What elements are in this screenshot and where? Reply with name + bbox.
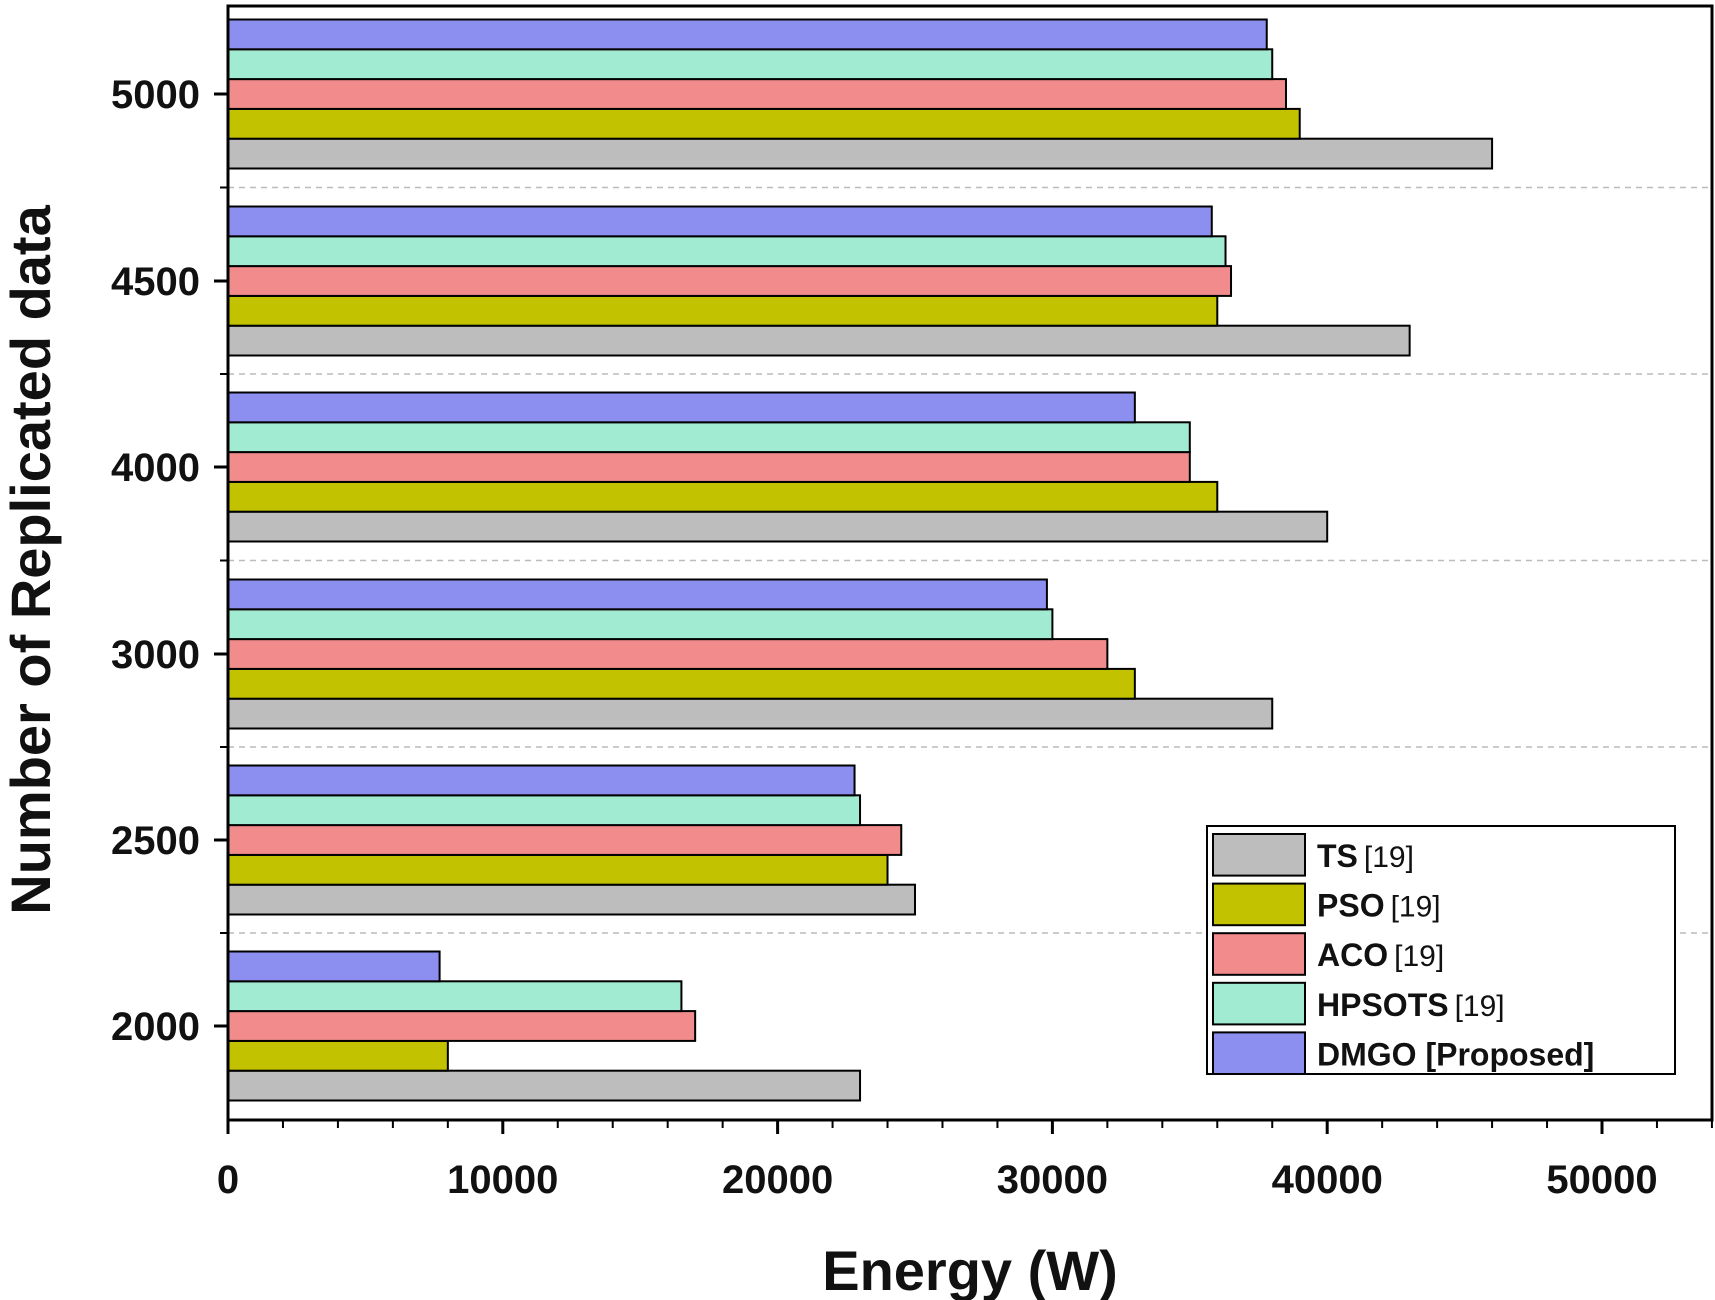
bar-pso-4000 bbox=[227, 480, 1219, 513]
bar-hpsots-3000 bbox=[227, 608, 1054, 641]
bar-hpsots-5000 bbox=[227, 48, 1274, 81]
bar-aco-2500 bbox=[227, 824, 903, 856]
bar-pso-3000 bbox=[227, 667, 1136, 700]
bar-aco-5000 bbox=[227, 78, 1287, 110]
x-tick-label: 30000 bbox=[997, 1158, 1108, 1202]
bar-aco-3000 bbox=[227, 638, 1109, 670]
bar-hpsots-4000 bbox=[227, 421, 1191, 454]
x-tick-label: 40000 bbox=[1272, 1158, 1383, 1202]
y-tick-label: 2000 bbox=[111, 1005, 200, 1049]
legend-swatch-hpsots bbox=[1212, 981, 1306, 1026]
x-tick-label: 10000 bbox=[447, 1158, 558, 1202]
legend-swatch-aco bbox=[1212, 932, 1306, 976]
bar-pso-5000 bbox=[227, 107, 1301, 140]
bar-dmgo-proposed-3000 bbox=[227, 578, 1048, 611]
y-tick-label: 5000 bbox=[111, 73, 200, 117]
bar-dmgo-proposed-4500 bbox=[227, 205, 1213, 238]
legend-swatch-ts bbox=[1212, 833, 1306, 877]
legend-swatch-pso bbox=[1212, 882, 1306, 927]
bar-ts-4000 bbox=[227, 510, 1329, 543]
bar-pso-2500 bbox=[227, 853, 889, 886]
x-axis-title: Energy (W) bbox=[822, 1239, 1118, 1300]
legend-label-hpsots: HPSOTS [19] bbox=[1317, 987, 1505, 1023]
bar-dmgo-proposed-2000 bbox=[227, 950, 441, 983]
legend-label-ts: TS [19] bbox=[1317, 838, 1414, 874]
bar-aco-4000 bbox=[227, 451, 1191, 483]
bar-hpsots-4500 bbox=[227, 235, 1227, 268]
y-tick-label: 3000 bbox=[111, 633, 200, 677]
legend-label-dmgo-proposed: DMGO [Proposed] bbox=[1317, 1036, 1594, 1072]
bar-aco-2000 bbox=[227, 1010, 697, 1042]
bar-dmgo-proposed-5000 bbox=[227, 18, 1268, 51]
bar-dmgo-proposed-2500 bbox=[227, 764, 856, 797]
x-tick-label: 0 bbox=[217, 1158, 239, 1202]
axes bbox=[226, 4, 1714, 1122]
bar-pso-4500 bbox=[227, 294, 1219, 327]
x-tick-label: 50000 bbox=[1546, 1158, 1657, 1202]
bar-aco-4500 bbox=[227, 265, 1233, 297]
y-tick-label: 2500 bbox=[111, 819, 200, 863]
y-tick-label: 4000 bbox=[111, 446, 200, 490]
bars bbox=[227, 18, 1494, 1102]
bar-ts-5000 bbox=[227, 137, 1494, 170]
bar-ts-2000 bbox=[227, 1069, 862, 1102]
plot-frame bbox=[226, 4, 1714, 1122]
legend-label-pso: PSO [19] bbox=[1317, 888, 1441, 924]
y-tick-label: 4500 bbox=[111, 260, 200, 304]
x-tick-label: 20000 bbox=[722, 1158, 833, 1202]
bar-dmgo-proposed-4000 bbox=[227, 391, 1136, 424]
bar-hpsots-2000 bbox=[227, 980, 683, 1013]
bar-ts-4500 bbox=[227, 324, 1411, 357]
ticks: 0 10000 20000 30000 40000 50000 2000 2500 3000 40… bbox=[111, 73, 1713, 1202]
bar-pso-2000 bbox=[227, 1039, 449, 1072]
legend: TS [19] PSO [19] ACO [19] HPSOTS [19] DMGO [Prop… bbox=[1206, 825, 1676, 1076]
bar-ts-3000 bbox=[227, 697, 1274, 730]
bar-hpsots-2500 bbox=[227, 794, 862, 827]
y-axis-title: Number of Replicated data bbox=[0, 204, 62, 914]
legend-swatch-dmgo-proposed bbox=[1212, 1031, 1306, 1076]
legend-label-aco: ACO [19] bbox=[1317, 937, 1444, 973]
bar-ts-2500 bbox=[227, 883, 916, 916]
